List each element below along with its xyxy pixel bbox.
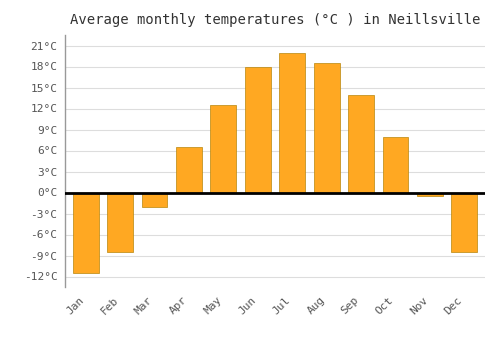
Bar	[210, 105, 236, 192]
Bar	[314, 63, 340, 193]
Bar	[176, 147, 202, 193]
Bar	[417, 193, 443, 196]
Bar	[72, 193, 99, 273]
Bar	[245, 66, 270, 192]
Bar	[348, 94, 374, 192]
Bar	[382, 136, 408, 192]
Bar	[107, 193, 133, 252]
Bar	[452, 193, 477, 252]
Title: Average monthly temperatures (°C ) in Neillsville: Average monthly temperatures (°C ) in Ne…	[70, 13, 480, 27]
Bar	[280, 52, 305, 192]
Bar	[142, 193, 168, 206]
